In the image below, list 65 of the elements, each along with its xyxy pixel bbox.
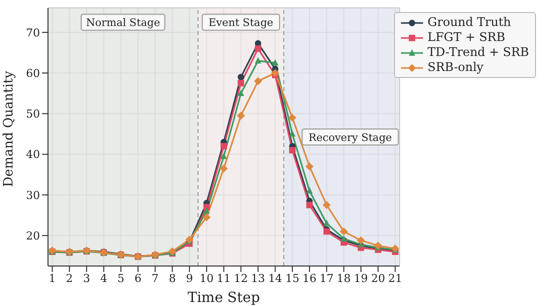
legend-label: Ground Truth xyxy=(428,15,512,30)
x-tick-label: 5 xyxy=(117,272,124,285)
x-tick-label: 8 xyxy=(168,272,176,285)
point xyxy=(306,187,313,194)
point xyxy=(202,213,211,222)
x-tick-label: 20 xyxy=(371,272,386,285)
x-axis-title: Time Step xyxy=(188,290,260,306)
point xyxy=(236,112,245,120)
point xyxy=(322,201,331,210)
x-tick-label: 18 xyxy=(336,272,351,285)
point xyxy=(288,114,296,122)
stage-label: Normal Stage xyxy=(80,14,166,31)
y-tick-label: 60 xyxy=(26,66,40,80)
x-tick-label: 19 xyxy=(354,272,368,285)
x-tick-label: 14 xyxy=(268,272,282,285)
point xyxy=(238,74,244,80)
stage-label: Event Stage xyxy=(202,14,280,31)
point xyxy=(305,162,314,170)
y-tick-label: 30 xyxy=(26,188,40,202)
point xyxy=(254,77,262,86)
point xyxy=(203,207,210,214)
x-tick-label: 15 xyxy=(285,272,300,285)
x-tick-label: 1 xyxy=(48,272,56,285)
x-tick-label: 13 xyxy=(251,272,266,285)
y-tick-label: 70 xyxy=(26,26,40,40)
legend-label: SRB-only xyxy=(428,60,484,75)
x-tick-label: 11 xyxy=(216,272,231,285)
x-tick-label: 2 xyxy=(66,272,73,285)
point xyxy=(306,202,313,208)
y-axis-title: Demand Quantity xyxy=(2,70,17,187)
x-tick-label: 16 xyxy=(302,272,316,285)
y-tick-label: 40 xyxy=(26,148,40,162)
band-label: Normal Stage xyxy=(86,17,160,30)
legend-label: TD-Trend + SRB xyxy=(428,45,529,60)
stage-label: Recovery Stage xyxy=(302,128,399,146)
x-tick-label: 3 xyxy=(83,272,90,285)
point xyxy=(220,152,227,159)
band-label: Event Stage xyxy=(208,17,274,30)
x-tick-label: 17 xyxy=(320,272,334,285)
point xyxy=(220,164,228,172)
x-tick-label: 4 xyxy=(100,272,108,285)
y-tick-label: 20 xyxy=(26,229,40,242)
point xyxy=(340,227,348,236)
band-label: Recovery Stage xyxy=(308,132,392,144)
point xyxy=(238,80,244,86)
point xyxy=(356,236,365,244)
point xyxy=(238,90,244,96)
y-tick-label: 50 xyxy=(26,108,40,121)
point xyxy=(254,57,262,64)
point xyxy=(272,59,278,66)
point xyxy=(340,235,347,242)
legend-label: LFGT + SRB xyxy=(428,30,506,45)
point xyxy=(271,69,280,78)
x-tick-label: 6 xyxy=(134,272,142,285)
x-tick-label: 12 xyxy=(234,272,248,285)
x-tick-label: 21 xyxy=(388,272,402,285)
point xyxy=(289,130,296,137)
point xyxy=(323,220,330,226)
point xyxy=(289,147,296,154)
x-tick-label: 10 xyxy=(200,272,214,285)
x-tick-label: 9 xyxy=(186,272,193,285)
point xyxy=(254,45,262,52)
x-tick-label: 7 xyxy=(152,272,159,285)
point xyxy=(374,242,382,250)
point xyxy=(220,142,227,150)
